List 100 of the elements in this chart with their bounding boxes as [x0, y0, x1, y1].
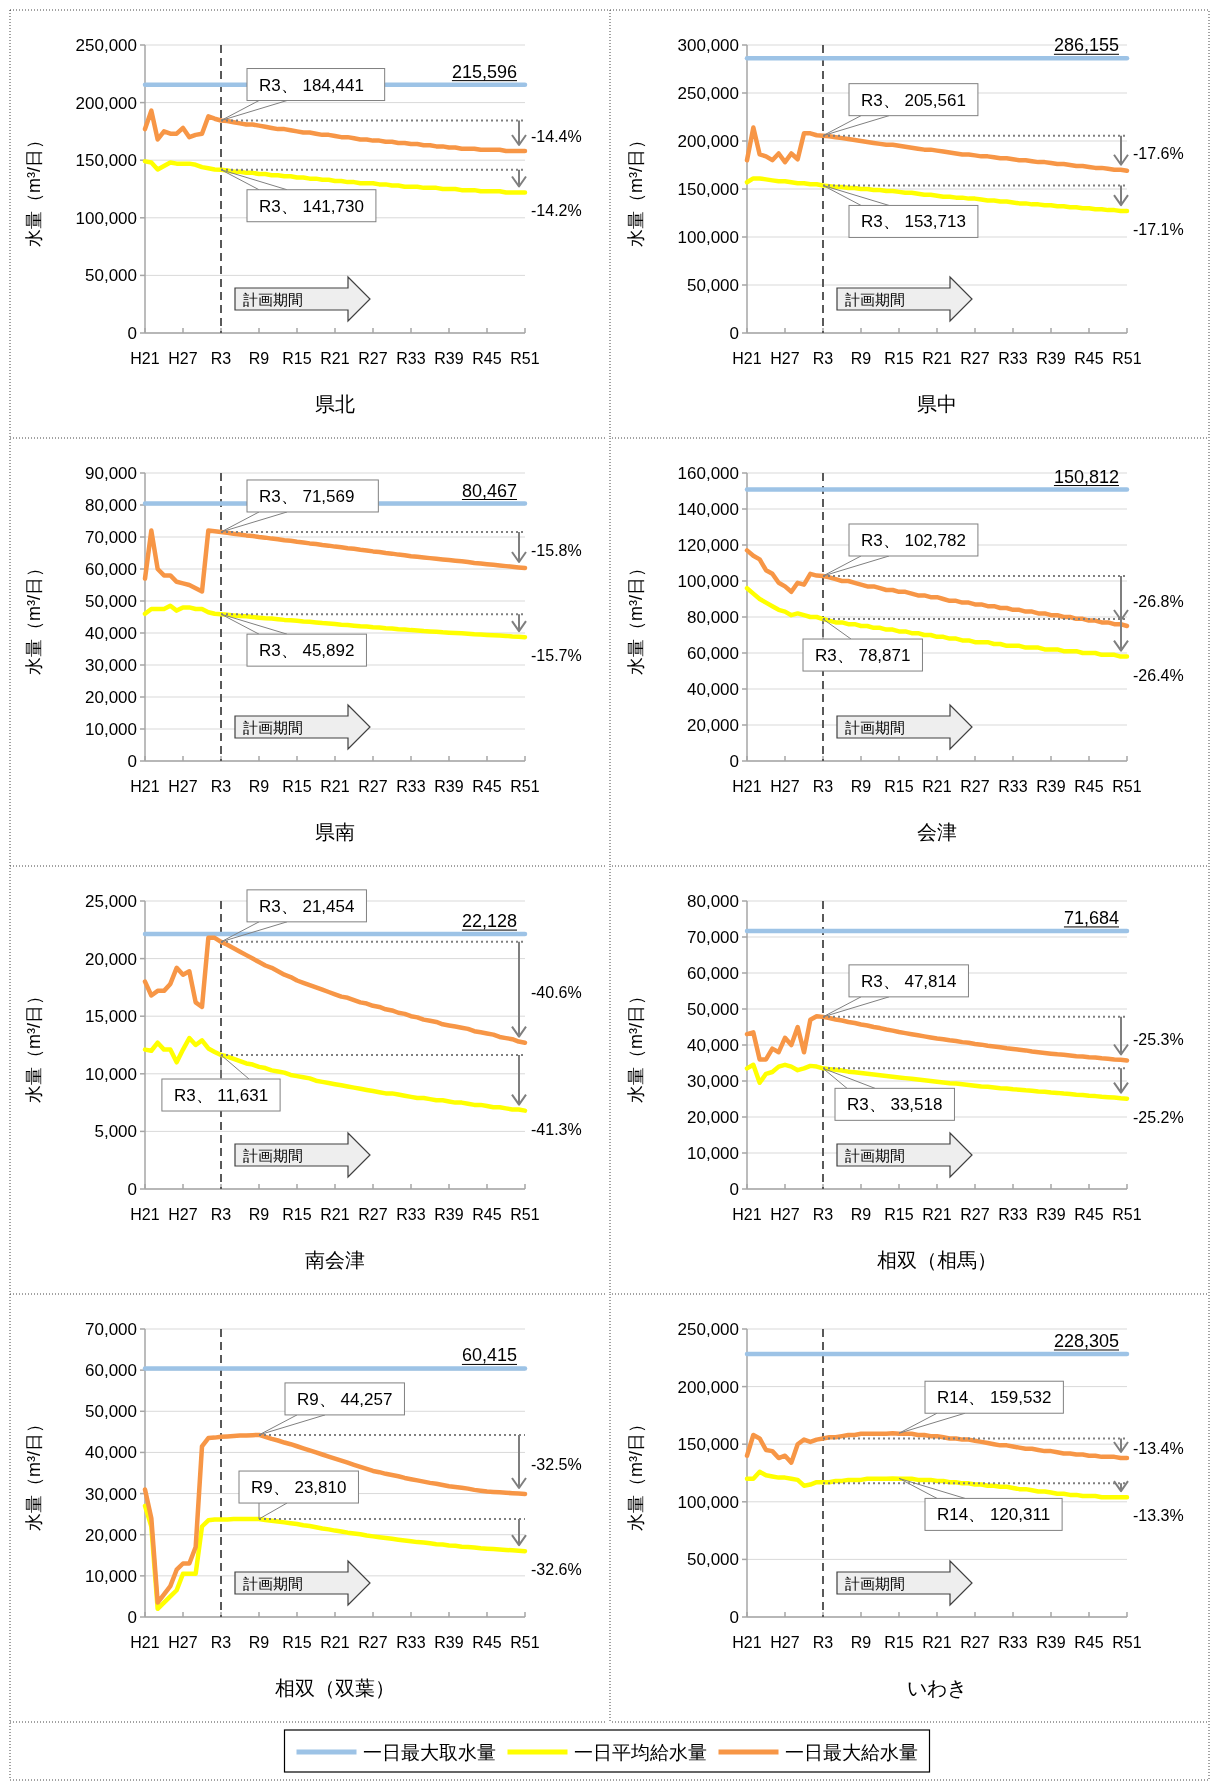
callout: R3、 184,441: [220, 68, 386, 121]
annotation: -25.3%: [1133, 1030, 1184, 1048]
text: 県中: [917, 393, 957, 415]
y-tick-label: 60,000: [687, 964, 739, 983]
x-tick-label: R9: [248, 1634, 270, 1651]
y-tick-label: 60,000: [687, 644, 739, 663]
x-tick-label: R27: [960, 1634, 990, 1651]
x-tick-label: R45: [1074, 1634, 1104, 1651]
annotation: R9、 44,257: [297, 1389, 393, 1409]
text: 県南: [315, 821, 355, 843]
y-tick-label: 200,000: [677, 132, 739, 151]
x-tick-label: R51: [1112, 1634, 1142, 1651]
callout: R9、 44,257: [258, 1382, 405, 1436]
callout: R3、 21,454: [220, 889, 367, 943]
text: 相双（双葉）: [275, 1677, 395, 1699]
x-tick-label: R3: [210, 350, 232, 367]
x-tick-label: R21: [922, 778, 952, 795]
y-axis-title: 水量（m³/日）: [626, 1415, 646, 1531]
x-tick-label: R33: [998, 1634, 1028, 1651]
callout: R3、 11,631: [161, 1054, 281, 1112]
x-tick-label: R9: [850, 350, 872, 367]
annotation: -41.3%: [531, 1120, 582, 1138]
x-tick-label: R9: [248, 350, 270, 367]
x-tick-label: R9: [248, 1206, 270, 1223]
y-tick-label: 0: [127, 324, 137, 343]
y-tick-label: 50,000: [85, 266, 137, 286]
y-tick-label: 50,000: [687, 276, 739, 295]
data-label: 71,684: [1063, 907, 1119, 928]
x-tick-label: R3: [210, 1206, 232, 1223]
callout: R3、 33,518: [822, 1067, 955, 1121]
y-tick-label: 0: [729, 1608, 739, 1627]
annotation: -17.1%: [1133, 221, 1184, 239]
annotation: 計画期間: [243, 1147, 303, 1164]
y-tick-label: 70,000: [687, 928, 739, 947]
callout: R3、 45,892: [220, 613, 367, 667]
annotation: -14.4%: [531, 127, 582, 145]
x-tick-label: R27: [960, 350, 990, 367]
y-tick-label: 15,000: [85, 1007, 137, 1027]
x-tick-label: R9: [850, 1634, 872, 1651]
y-axis-title: 水量（m³/日）: [24, 987, 44, 1103]
annotation: 計画期間: [243, 291, 303, 308]
y-tick-label: 100,000: [75, 208, 137, 228]
y-tick-label: 5,000: [94, 1122, 137, 1142]
x-tick-label: R45: [472, 1634, 502, 1651]
y-tick-label: 100,000: [677, 572, 739, 591]
x-tick-label: R9: [248, 778, 270, 795]
data-label: 228,305: [1053, 1330, 1119, 1351]
annotation: -26.4%: [1133, 666, 1184, 684]
y-axis-title: 水量（m³/日）: [626, 987, 646, 1103]
x-tick-label: H27: [168, 350, 198, 367]
y-tick-label: 150,000: [75, 151, 137, 171]
data-label: 22,128: [461, 911, 517, 932]
x-tick-label: R33: [396, 1634, 426, 1651]
callout: R3、 71,569: [220, 479, 379, 533]
y-axis-title: 水量（m³/日）: [24, 1415, 44, 1531]
data-label: 286,155: [1053, 35, 1119, 56]
x-tick-label: R21: [922, 350, 952, 367]
y-tick-label: 10,000: [85, 1566, 137, 1586]
annotation: -13.4%: [1133, 1440, 1184, 1458]
data-label: 80,467: [461, 480, 517, 501]
y-tick-label: 300,000: [677, 36, 739, 55]
annotation: R3、 184,441: [259, 75, 364, 95]
x-tick-label: R45: [472, 778, 502, 795]
x-tick-label: R3: [210, 778, 232, 795]
y-tick-label: 20,000: [687, 1108, 739, 1127]
x-tick-label: R27: [960, 1206, 990, 1223]
text: 会津: [917, 821, 957, 843]
annotation: R3、 153,713: [861, 212, 966, 232]
x-tick-label: H21: [732, 1634, 762, 1651]
y-tick-label: 0: [729, 324, 739, 343]
x-tick-label: R27: [358, 778, 388, 795]
x-tick-label: R51: [1112, 778, 1142, 795]
x-tick-label: R33: [998, 350, 1028, 367]
annotation: -15.8%: [531, 542, 582, 560]
annotation: 計画期間: [845, 291, 905, 308]
y-tick-label: 40,000: [85, 624, 137, 643]
y-tick-label: 30,000: [85, 1484, 137, 1504]
x-tick-label: R27: [358, 350, 388, 367]
x-tick-label: R39: [434, 1634, 464, 1651]
x-tick-label: H21: [732, 778, 762, 795]
y-tick-label: 70,000: [85, 1320, 137, 1339]
x-tick-label: R39: [1036, 350, 1066, 367]
x-tick-label: R3: [812, 778, 834, 795]
y-tick-label: 40,000: [687, 1036, 739, 1055]
x-tick-label: R45: [1074, 1206, 1104, 1223]
x-tick-label: R21: [320, 1634, 350, 1651]
y-tick-label: 20,000: [85, 1525, 137, 1545]
x-tick-label: R51: [1112, 350, 1142, 367]
text: 相双（相馬）: [877, 1249, 997, 1271]
annotation: R3、 45,892: [259, 641, 355, 661]
x-tick-label: H21: [130, 350, 160, 367]
annotation: -32.5%: [531, 1456, 582, 1474]
annotation: 計画期間: [845, 1147, 905, 1164]
legend-label: 一日最大取水量: [362, 1742, 496, 1763]
x-tick-label: H27: [770, 350, 800, 367]
x-tick-label: H27: [770, 1634, 800, 1651]
x-tick-label: R51: [1112, 1206, 1142, 1223]
annotation: -14.2%: [531, 202, 582, 220]
annotation: R3、 78,871: [815, 646, 911, 666]
x-tick-label: R45: [1074, 778, 1104, 795]
